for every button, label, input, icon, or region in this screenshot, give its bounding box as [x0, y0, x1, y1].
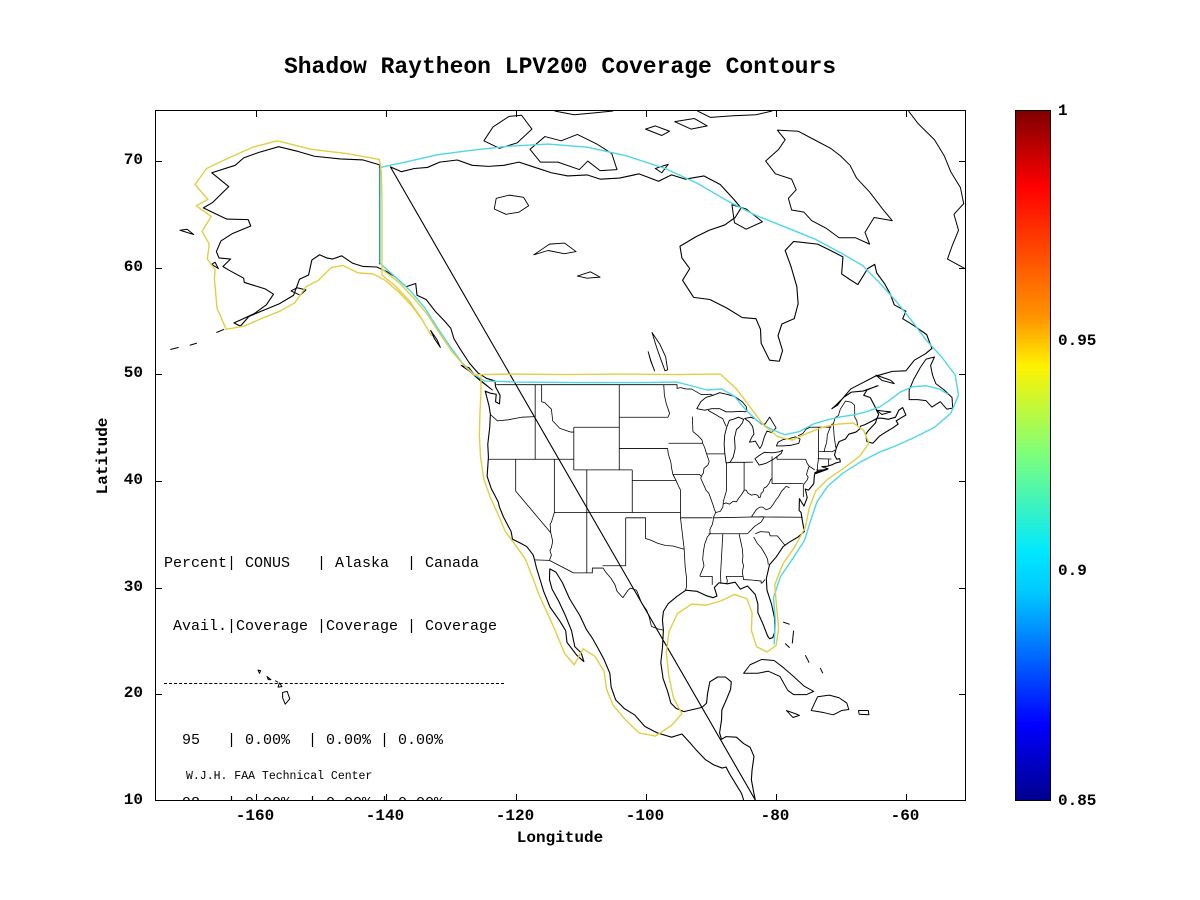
x-tick-label: -80: [760, 807, 790, 825]
y-tick-label: 50: [123, 364, 143, 382]
table-separator: [164, 683, 504, 684]
x-tick-mark: [646, 111, 647, 117]
table-row: 98 | 0.00% | 0.00% | 0.00%: [164, 793, 504, 800]
great-lakes-path: [697, 393, 800, 465]
credit-text: W.J.H. FAA Technical Center WAAS Test Te…: [186, 737, 373, 800]
y-tick-mark: [156, 161, 162, 162]
y-tick-mark: [959, 374, 965, 375]
y-tick-mark: [959, 161, 965, 162]
table-header-line1: Percent| CONUS | Alaska | Canada: [164, 555, 480, 572]
x-tick-mark: [256, 111, 257, 117]
x-axis-label: Longitude: [516, 829, 604, 847]
x-tick-mark: [386, 111, 387, 117]
y-tick-label: 60: [123, 258, 143, 276]
y-tick-mark: [959, 588, 965, 589]
contour-line-095: [195, 141, 869, 736]
y-tick-mark: [959, 694, 965, 695]
x-tick-label: -160: [235, 807, 275, 825]
x-tick-label: -100: [625, 807, 665, 825]
x-tick-mark: [776, 794, 777, 800]
x-tick-mark: [906, 794, 907, 800]
state-borders-path: [379, 165, 857, 630]
y-tick-mark: [156, 268, 162, 269]
x-tick-label: -60: [890, 807, 920, 825]
colorbar-tick-label: 1: [1058, 102, 1068, 120]
colorbar: [1015, 110, 1051, 801]
y-tick-label: 20: [123, 684, 143, 702]
y-tick-mark: [156, 374, 162, 375]
coverage-table: Percent| CONUS | Alaska | Canada Avail.|…: [164, 511, 504, 800]
islands-path: [170, 229, 952, 717]
y-tick-mark: [959, 481, 965, 482]
arctic-islands-path: [484, 111, 892, 244]
x-tick-label: -140: [365, 807, 405, 825]
x-tick-mark: [776, 111, 777, 117]
table-header-line2: Avail.|Coverage |Coverage | Coverage: [164, 618, 498, 635]
x-tick-mark: [516, 111, 517, 117]
table-row: 95 | 0.00% | 0.00% | 0.00%: [164, 732, 444, 749]
y-tick-label: 40: [123, 471, 143, 489]
greenland-path: [909, 111, 965, 269]
colorbar-tick-label: 0.9: [1058, 562, 1087, 580]
y-tick-label: 70: [123, 151, 143, 169]
plot-area: Percent| CONUS | Alaska | Canada Avail.|…: [155, 110, 966, 801]
x-tick-mark: [256, 794, 257, 800]
coastline-path: [203, 147, 931, 800]
x-tick-mark: [386, 794, 387, 800]
x-tick-label: -120: [495, 807, 535, 825]
north-america-map: [156, 111, 965, 800]
y-tick-mark: [156, 694, 162, 695]
x-tick-mark: [516, 794, 517, 800]
y-tick-label: 10: [123, 791, 143, 809]
x-tick-mark: [646, 794, 647, 800]
y-tick-mark: [156, 481, 162, 482]
colorbar-gradient: [1016, 111, 1050, 800]
figure-title-line1: Shadow Raytheon LPV200 Coverage Contours: [283, 54, 837, 80]
y-tick-mark: [156, 588, 162, 589]
canada-lakes-path: [494, 195, 667, 371]
y-tick-label: 30: [123, 578, 143, 596]
y-axis-label: Latitude: [94, 417, 112, 495]
colorbar-tick-label: 0.85: [1058, 792, 1097, 810]
y-tick-mark: [959, 268, 965, 269]
credit-line1: W.J.H. FAA Technical Center: [186, 770, 373, 783]
x-tick-mark: [906, 111, 907, 117]
contour-line-090: [380, 144, 959, 645]
colorbar-tick-label: 0.95: [1058, 332, 1097, 350]
